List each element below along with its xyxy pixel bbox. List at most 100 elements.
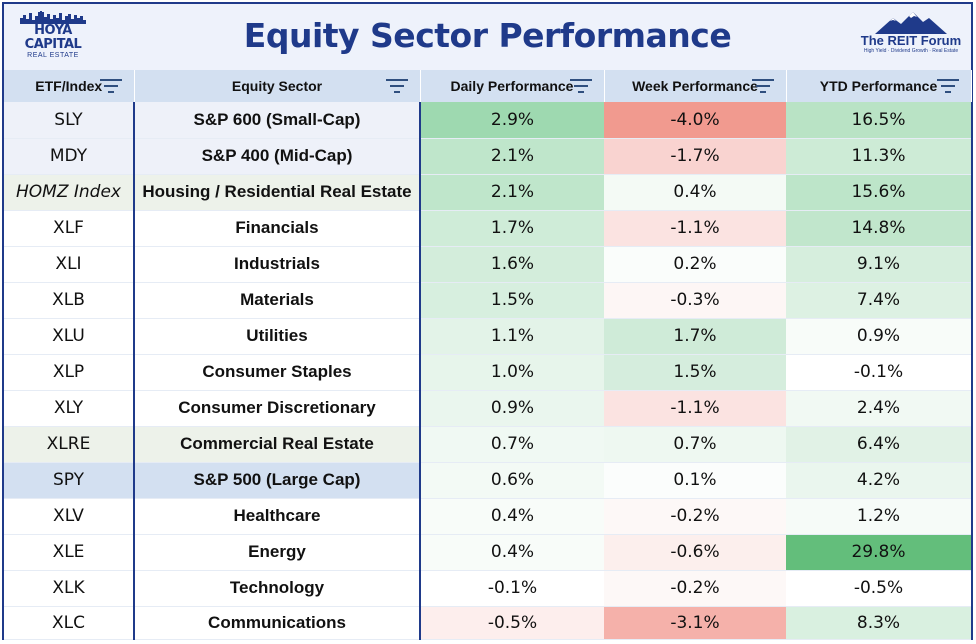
sector-cell: Energy bbox=[134, 534, 421, 571]
daily-cell: 2.1% bbox=[420, 174, 604, 211]
week-cell: -4.0% bbox=[604, 102, 786, 139]
ytd-cell: 11.3% bbox=[786, 138, 971, 175]
mountain-icon bbox=[875, 12, 947, 34]
daily-cell: 0.7% bbox=[420, 426, 604, 463]
week-cell: 1.5% bbox=[604, 354, 786, 391]
sector-cell: Consumer Staples bbox=[134, 354, 421, 391]
ticker-cell: XLU bbox=[4, 318, 135, 355]
ytd-cell: 9.1% bbox=[786, 246, 971, 283]
column-header-week: Week Performance bbox=[604, 70, 787, 102]
filter-icon[interactable] bbox=[385, 79, 408, 93]
ticker-cell: XLRE bbox=[4, 426, 135, 463]
daily-cell: 1.1% bbox=[420, 318, 604, 355]
ytd-cell: 2.4% bbox=[786, 390, 971, 427]
right-logo-sub: High Yield · Dividend Growth · Real Esta… bbox=[863, 48, 959, 54]
ticker-cell: SLY bbox=[4, 102, 135, 139]
sector-cell: Housing / Residential Real Estate bbox=[134, 174, 421, 211]
column-header-row: ETF/Index Equity Sector Daily Performanc… bbox=[4, 70, 972, 102]
ticker-cell: XLK bbox=[4, 570, 135, 607]
daily-cell: 0.4% bbox=[420, 534, 604, 571]
filter-icon[interactable] bbox=[751, 79, 774, 93]
column-header-label: YTD Performance bbox=[819, 78, 938, 94]
table-row: XLU Utilities 1.1% 1.7% 0.9% bbox=[4, 318, 971, 355]
sector-cell: Financials bbox=[134, 210, 421, 247]
sector-cell: Technology bbox=[134, 570, 421, 607]
header-banner: HOYA CAPITAL REAL ESTATE Equity Sector P… bbox=[4, 4, 971, 70]
table-body: SLY S&P 600 (Small-Cap) 2.9% -4.0% 16.5% MDY… bbox=[4, 102, 971, 640]
ticker-cell: HOMZ Index bbox=[4, 174, 135, 211]
ticker-cell: XLC bbox=[4, 606, 135, 640]
week-cell: -1.1% bbox=[604, 390, 786, 427]
ytd-cell: 14.8% bbox=[786, 210, 971, 247]
filter-icon[interactable] bbox=[936, 79, 959, 93]
column-header-daily: Daily Performance bbox=[420, 70, 605, 102]
daily-cell: -0.5% bbox=[420, 606, 604, 640]
daily-cell: 2.9% bbox=[420, 102, 604, 139]
table-row: XLI Industrials 1.6% 0.2% 9.1% bbox=[4, 246, 971, 283]
ticker-cell: XLF bbox=[4, 210, 135, 247]
left-logo-brand: HOYA CAPITAL bbox=[24, 23, 82, 52]
sector-cell: S&P 400 (Mid-Cap) bbox=[134, 138, 421, 175]
ytd-cell: 6.4% bbox=[786, 426, 971, 463]
sector-cell: Utilities bbox=[134, 318, 421, 355]
table-row: XLC Communications -0.5% -3.1% 8.3% bbox=[4, 606, 971, 640]
sector-cell: Consumer Discretionary bbox=[134, 390, 421, 427]
column-header-ytd: YTD Performance bbox=[786, 70, 972, 102]
column-header-label: ETF/Index bbox=[35, 78, 103, 94]
column-header-label: Week Performance bbox=[632, 78, 758, 94]
ticker-cell: SPY bbox=[4, 462, 135, 499]
page-title: Equity Sector Performance bbox=[243, 16, 732, 55]
ticker-cell: XLE bbox=[4, 534, 135, 571]
table-row: HOMZ Index Housing / Residential Real Est… bbox=[4, 174, 971, 211]
column-header-sector: Equity Sector bbox=[134, 70, 421, 102]
daily-cell: 0.6% bbox=[420, 462, 604, 499]
table-row: XLE Energy 0.4% -0.6% 29.8% bbox=[4, 534, 971, 571]
ticker-cell: XLI bbox=[4, 246, 135, 283]
sector-cell: Materials bbox=[134, 282, 421, 319]
week-cell: -3.1% bbox=[604, 606, 786, 640]
ytd-cell: -0.5% bbox=[786, 570, 971, 607]
filter-icon[interactable] bbox=[99, 79, 122, 93]
sector-cell: Communications bbox=[134, 606, 421, 640]
ytd-cell: 4.2% bbox=[786, 462, 971, 499]
ticker-cell: XLV bbox=[4, 498, 135, 535]
left-logo-sub: REAL ESTATE bbox=[27, 52, 79, 59]
ytd-cell: 0.9% bbox=[786, 318, 971, 355]
ticker-cell: XLB bbox=[4, 282, 135, 319]
week-cell: 0.7% bbox=[604, 426, 786, 463]
daily-cell: 0.9% bbox=[420, 390, 604, 427]
reit-forum-logo: The REIT Forum High Yield · Dividend Gro… bbox=[859, 12, 963, 64]
performance-table: ETF/Index Equity Sector Daily Performanc… bbox=[4, 70, 972, 640]
hoya-capital-logo: HOYA CAPITAL REAL ESTATE bbox=[14, 10, 92, 64]
week-cell: -0.2% bbox=[604, 570, 786, 607]
table-row: SPY S&P 500 (Large Cap) 0.6% 0.1% 4.2% bbox=[4, 462, 971, 499]
ticker-cell: XLP bbox=[4, 354, 135, 391]
skyline-icon bbox=[20, 11, 86, 24]
daily-cell: 1.7% bbox=[420, 210, 604, 247]
week-cell: -1.1% bbox=[604, 210, 786, 247]
ytd-cell: -0.1% bbox=[786, 354, 971, 391]
ytd-cell: 16.5% bbox=[786, 102, 971, 139]
week-cell: -0.6% bbox=[604, 534, 786, 571]
table-row: XLP Consumer Staples 1.0% 1.5% -0.1% bbox=[4, 354, 971, 391]
week-cell: 1.7% bbox=[604, 318, 786, 355]
column-header-label: Daily Performance bbox=[450, 78, 574, 94]
sector-cell: Healthcare bbox=[134, 498, 421, 535]
sector-cell: Industrials bbox=[134, 246, 421, 283]
table-row: MDY S&P 400 (Mid-Cap) 2.1% -1.7% 11.3% bbox=[4, 138, 971, 175]
filter-icon[interactable] bbox=[569, 79, 592, 93]
sector-cell: Commercial Real Estate bbox=[134, 426, 421, 463]
week-cell: 0.2% bbox=[604, 246, 786, 283]
ytd-cell: 29.8% bbox=[786, 534, 971, 571]
daily-cell: 1.6% bbox=[420, 246, 604, 283]
column-header-label: Equity Sector bbox=[231, 78, 323, 94]
column-header-etf: ETF/Index bbox=[4, 70, 135, 102]
daily-cell: 0.4% bbox=[420, 498, 604, 535]
table-row: XLB Materials 1.5% -0.3% 7.4% bbox=[4, 282, 971, 319]
right-logo-brand: The REIT Forum bbox=[860, 33, 962, 48]
ytd-cell: 15.6% bbox=[786, 174, 971, 211]
week-cell: -0.3% bbox=[604, 282, 786, 319]
ticker-cell: XLY bbox=[4, 390, 135, 427]
daily-cell: 1.0% bbox=[420, 354, 604, 391]
